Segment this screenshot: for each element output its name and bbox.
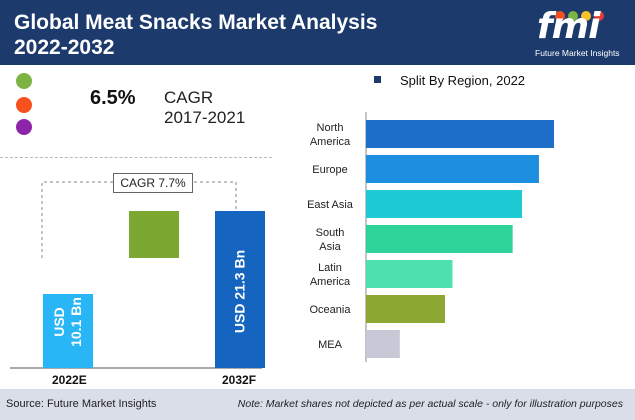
region-bar-chart: North America Europe East Asia South Asia Lati… (270, 100, 600, 365)
region-bar-east-asia (366, 190, 522, 218)
region-label-mea: MEA (318, 339, 343, 351)
footer: Source: Future Market Insights Note: Mar… (0, 389, 635, 420)
region-chart-title: Split By Region, 2022 (400, 73, 525, 88)
logo-letters: fmi (537, 6, 600, 47)
region-bar-south-asia (366, 225, 513, 253)
orange-dot-icon (16, 97, 32, 113)
header-banner: Global Meat Snacks Market Analysis 2022-… (0, 0, 635, 65)
title-line-1: Global Meat Snacks Market Analysis (14, 10, 414, 35)
region-label-east-asia: East Asia (307, 199, 354, 211)
region-label-north-america: North America (310, 122, 351, 148)
split-bullet-icon (374, 76, 381, 83)
cagr-callout: CAGR 7.7% (113, 173, 193, 193)
cagr-value: 6.5% (90, 87, 136, 110)
region-label-south-asia: South Asia (316, 227, 345, 253)
green-dot-icon (16, 73, 32, 89)
region-bar-north-america (366, 120, 554, 148)
fmi-logo: fmi Future Market Insights (533, 4, 633, 62)
region-label-latin-america: Latin America (310, 262, 351, 288)
bar-2022e-value: USD 10.1 Bn (51, 272, 85, 372)
footer-note: Note: Market shares not depicted as per … (238, 398, 623, 410)
bar-2032f-value: USD 21.3 Bn (232, 242, 249, 342)
purple-dot-icon (16, 119, 32, 135)
x-label-2022e: 2022E (52, 373, 87, 387)
region-bar-oceania (366, 295, 445, 323)
logo-subtitle: Future Market Insights (535, 48, 620, 58)
region-bar-mea (366, 330, 400, 358)
footer-source: Source: Future Market Insights (6, 398, 156, 410)
bar-increment (129, 211, 179, 258)
page-title: Global Meat Snacks Market Analysis 2022-… (14, 10, 414, 60)
cagr-period: 2017-2021 (164, 108, 245, 128)
section-divider (0, 157, 272, 158)
region-bar-europe (366, 155, 539, 183)
region-label-oceania: Oceania (310, 304, 352, 316)
x-label-2032f: 2032F (222, 373, 256, 387)
cagr-label: CAGR (164, 88, 213, 108)
region-label-europe: Europe (312, 164, 347, 176)
title-line-2: 2022-2032 (14, 35, 414, 60)
region-bar-latin-america (366, 260, 452, 288)
